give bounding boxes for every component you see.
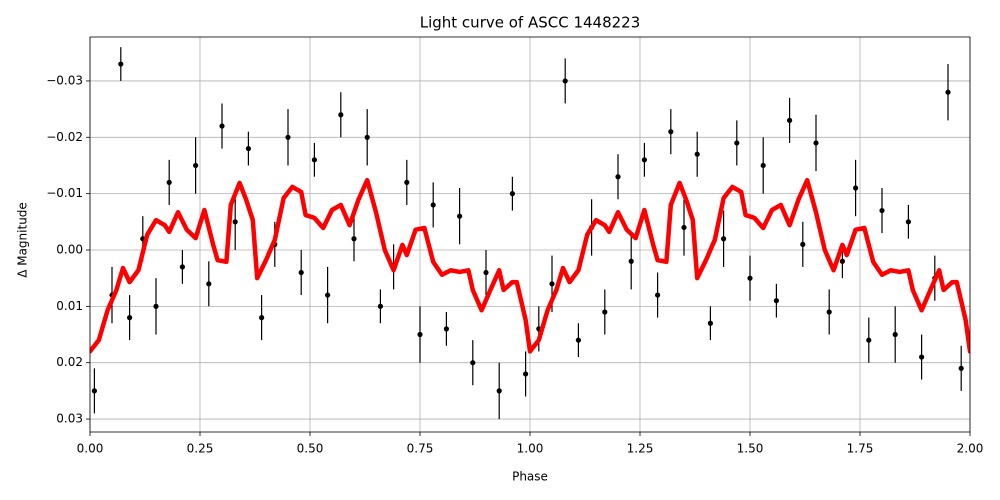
data-point <box>232 219 238 225</box>
data-point <box>311 157 317 163</box>
data-point <box>787 117 793 123</box>
y-tick-label: −0.02 <box>46 130 83 144</box>
data-point <box>298 269 304 276</box>
data-point <box>892 331 898 338</box>
plot-area <box>90 47 970 420</box>
data-point <box>760 162 766 169</box>
data-point <box>404 179 410 185</box>
data-point <box>668 129 674 135</box>
data-point <box>259 315 265 321</box>
x-tick-label: 0.25 <box>187 442 214 456</box>
y-tick-label: 0.03 <box>56 412 83 426</box>
data-point <box>919 354 925 360</box>
data-point <box>470 360 476 366</box>
data-point <box>127 315 133 321</box>
data-point <box>747 275 753 281</box>
x-axis-label: Phase <box>512 470 548 484</box>
data-point <box>655 292 661 298</box>
data-point <box>681 224 687 231</box>
x-tick-label: 0.75 <box>407 442 434 456</box>
data-point <box>813 140 819 146</box>
data-point <box>430 202 436 208</box>
x-tick-label: 1.50 <box>737 442 764 456</box>
x-tick-label: 1.75 <box>847 442 874 456</box>
x-tick-label: 0.50 <box>297 442 324 456</box>
data-point <box>905 219 912 225</box>
data-point <box>523 371 529 377</box>
data-point <box>153 303 159 309</box>
chart-title: Light curve of ASCC 1448223 <box>420 14 641 32</box>
plot-frame <box>89 36 971 433</box>
data-point <box>615 174 621 180</box>
y-tick-label: −0.01 <box>46 186 83 200</box>
data-point <box>575 337 582 343</box>
data-point <box>496 388 502 394</box>
data-point <box>602 309 608 315</box>
x-tick-label: 0.00 <box>77 442 104 456</box>
x-tick-label: 1.00 <box>517 442 544 456</box>
data-point <box>826 309 832 315</box>
data-point <box>694 151 700 157</box>
data-point <box>417 331 423 338</box>
data-point <box>866 337 872 343</box>
data-point <box>879 207 885 214</box>
data-point <box>118 61 124 67</box>
data-point <box>193 162 199 169</box>
data-point <box>509 191 515 197</box>
data-point <box>166 179 172 185</box>
model-curve <box>90 177 970 354</box>
x-tick-label: 1.25 <box>627 442 654 456</box>
y-tick-label: −0.03 <box>46 73 83 87</box>
y-tick-label: 0.00 <box>56 242 83 256</box>
data-point <box>338 112 344 118</box>
data-point <box>958 365 964 371</box>
data-point <box>839 258 846 264</box>
data-point <box>91 388 97 394</box>
data-point <box>443 326 449 332</box>
data-point <box>853 185 859 191</box>
data-point <box>562 78 568 84</box>
data-point <box>945 89 951 95</box>
data-point <box>707 320 714 326</box>
data-point <box>206 281 212 287</box>
data-point <box>364 134 370 140</box>
data-point <box>457 213 463 219</box>
data-point <box>285 134 291 140</box>
y-axis-label: Δ Magnitude <box>16 202 30 278</box>
data-point <box>734 140 740 146</box>
axes: 0.00 0.25 0.50 0.75 1.00 1.25 1.50 1.75 2.00 −0.0… <box>46 73 983 455</box>
y-tick-label: 0.02 <box>56 355 83 369</box>
data-point <box>483 269 489 276</box>
data-point <box>219 123 225 129</box>
data-point <box>549 281 555 287</box>
data-point <box>245 145 251 152</box>
data-point <box>773 298 780 304</box>
data-point <box>179 264 185 270</box>
data-point <box>628 258 634 264</box>
y-tick-label: 0.01 <box>56 299 83 313</box>
data-point <box>721 236 727 242</box>
data-point <box>641 157 648 163</box>
data-point <box>377 303 383 309</box>
data-point <box>351 236 357 242</box>
data-point <box>800 241 806 247</box>
data-point <box>325 292 331 298</box>
x-tick-label: 2.00 <box>957 442 984 456</box>
